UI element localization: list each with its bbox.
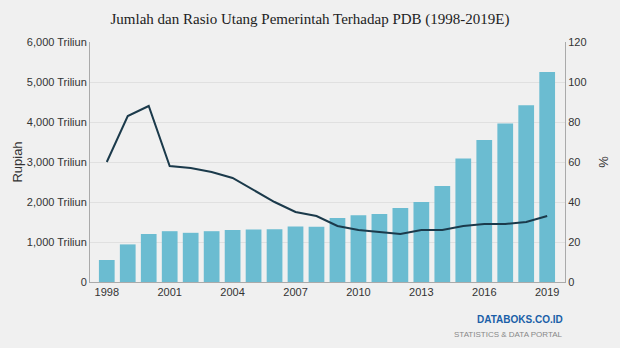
svg-text:3,000 Triliun: 3,000 Triliun — [27, 156, 87, 168]
svg-text:2007: 2007 — [283, 286, 307, 298]
svg-text:2,000 Triliun: 2,000 Triliun — [27, 196, 87, 208]
svg-text:%: % — [596, 156, 611, 168]
svg-text:2001: 2001 — [157, 286, 181, 298]
svg-text:Rupiah: Rupiah — [10, 141, 25, 182]
svg-text:0: 0 — [81, 276, 87, 288]
svg-text:120: 120 — [568, 36, 586, 48]
svg-text:2019: 2019 — [535, 286, 559, 298]
svg-text:100: 100 — [568, 76, 586, 88]
svg-text:6,000 Triliun: 6,000 Triliun — [27, 36, 87, 48]
svg-text:1,000 Triliun: 1,000 Triliun — [27, 236, 87, 248]
svg-text:80: 80 — [568, 116, 580, 128]
svg-text:0: 0 — [568, 276, 574, 288]
svg-text:20: 20 — [568, 236, 580, 248]
svg-text:Jumlah dan Rasio Utang Pemerin: Jumlah dan Rasio Utang Pemerintah Terhad… — [110, 11, 509, 28]
svg-text:DATABOKS.CO.ID: DATABOKS.CO.ID — [477, 314, 563, 325]
svg-text:STATISTICS & DATA PORTAL: STATISTICS & DATA PORTAL — [454, 330, 563, 339]
svg-text:4,000 Triliun: 4,000 Triliun — [27, 116, 87, 128]
svg-text:40: 40 — [568, 196, 580, 208]
svg-text:60: 60 — [568, 156, 580, 168]
svg-text:2013: 2013 — [409, 286, 433, 298]
svg-text:1998: 1998 — [95, 286, 119, 298]
svg-text:2010: 2010 — [346, 286, 370, 298]
svg-text:2016: 2016 — [472, 286, 496, 298]
svg-text:2004: 2004 — [220, 286, 244, 298]
svg-text:5,000 Triliun: 5,000 Triliun — [27, 76, 87, 88]
